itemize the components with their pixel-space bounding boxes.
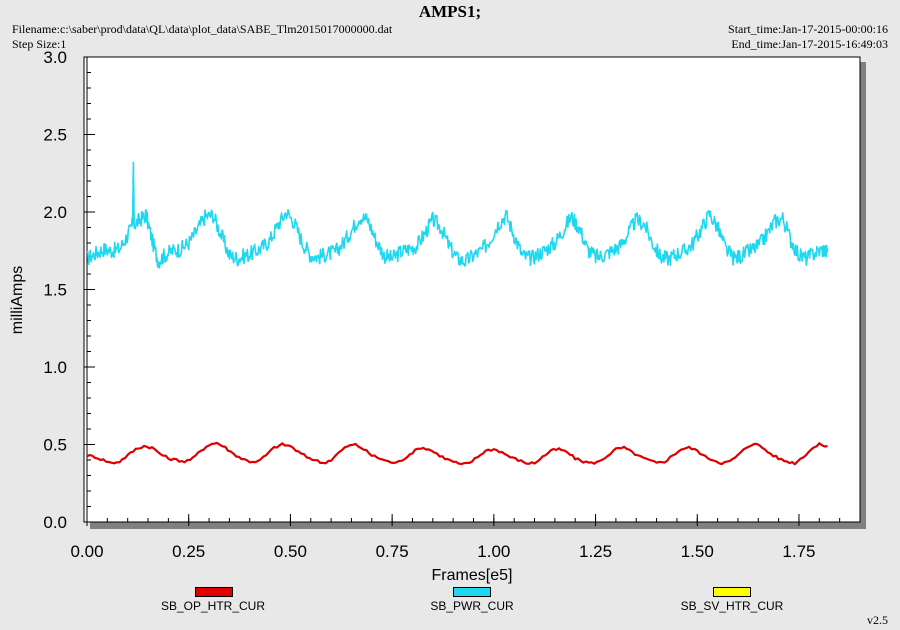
x-tick-label: 0.75	[376, 542, 409, 561]
y-tick-label: 0.5	[43, 436, 67, 455]
y-tick-label: 3.0	[43, 48, 67, 67]
x-tick-label: 0.00	[70, 542, 103, 561]
y-tick-label: 0.0	[43, 513, 67, 532]
x-axis-label: Frames[e5]	[432, 567, 513, 584]
series-line-sb-op-htr-cur	[86, 441, 828, 466]
x-tick-label: 0.25	[172, 542, 205, 561]
legend-swatch-pwr	[453, 587, 491, 597]
series-line-sb-pwr-cur	[86, 161, 829, 269]
x-tick-label: 1.25	[579, 542, 612, 561]
y-tick-label: 1.0	[43, 358, 67, 377]
legend-label-sv-htr: SB_SV_HTR_CUR	[680, 599, 784, 613]
x-tick-label: 1.50	[681, 542, 714, 561]
legend-label-pwr: SB_PWR_CUR	[430, 599, 514, 613]
y-axis-label: milliAmps	[9, 266, 26, 334]
y-tick-label: 2.0	[43, 203, 67, 222]
y-tick-label: 1.5	[43, 281, 67, 300]
legend-swatch-sv-htr	[713, 587, 751, 597]
version-label: v2.5	[867, 613, 888, 627]
x-tick-label: 0.50	[274, 542, 307, 561]
y-tick-label: 2.5	[43, 126, 67, 145]
step-size-label: Step Size:1	[12, 37, 67, 51]
x-tick-label: 1.00	[477, 542, 510, 561]
start-time-label: Start_time:Jan-17-2015-00:00:16	[728, 22, 888, 36]
legend-label-op-htr: SB_OP_HTR_CUR	[160, 599, 266, 613]
end-time-label: End_time:Jan-17-2015-16:49:03	[731, 37, 888, 51]
x-tick-label: 1.75	[782, 542, 815, 561]
legend-swatch-op-htr	[195, 587, 233, 597]
chart-title: AMPS1;	[418, 2, 482, 21]
filename-label: Filename:c:\saber\prod\data\QL\data\plot…	[12, 22, 393, 36]
